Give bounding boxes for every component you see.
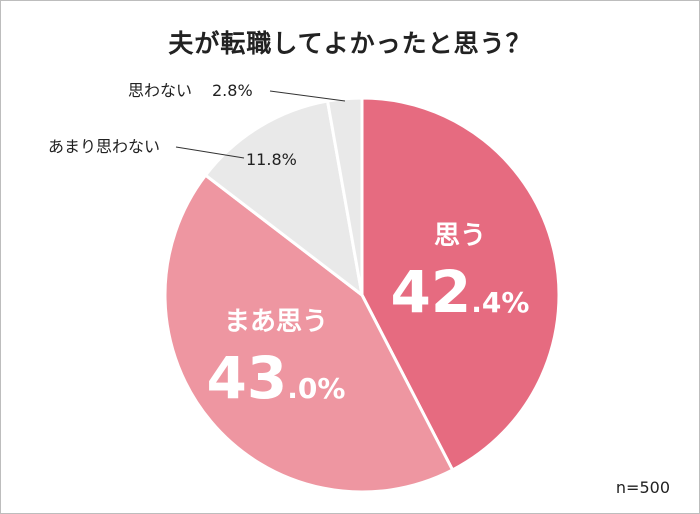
label-omowanai: 思わない — [128, 81, 192, 100]
leader-line-amari-omowanai — [175, 146, 245, 159]
value-maa-omou-dec: .0% — [287, 372, 345, 405]
value-maa-omou: 43.0% — [207, 344, 346, 412]
value-omou-dec: .4% — [471, 286, 529, 319]
leader-line-omowanai — [269, 90, 346, 102]
value-amari-omowanai: 11.8% — [246, 150, 297, 169]
sample-size-note: n=500 — [615, 478, 670, 497]
label-maa-omou: まあ思う — [224, 307, 328, 337]
slice-amari-omowanai — [203, 99, 365, 299]
value-maa-omou-int: 43 — [207, 344, 288, 412]
value-omou: 42.4% — [391, 258, 530, 326]
slice-maa-omou — [163, 173, 455, 494]
value-omowanai: 2.8% — [212, 81, 253, 100]
label-omou: 思う — [434, 221, 486, 251]
slice-omou — [360, 96, 561, 472]
chart-title: 夫が転職してよかったと思う？ — [168, 29, 532, 58]
label-amari-omowanai: あまり思わない — [48, 137, 160, 156]
slice-omowanai — [325, 96, 364, 296]
value-omou-int: 42 — [391, 258, 472, 326]
